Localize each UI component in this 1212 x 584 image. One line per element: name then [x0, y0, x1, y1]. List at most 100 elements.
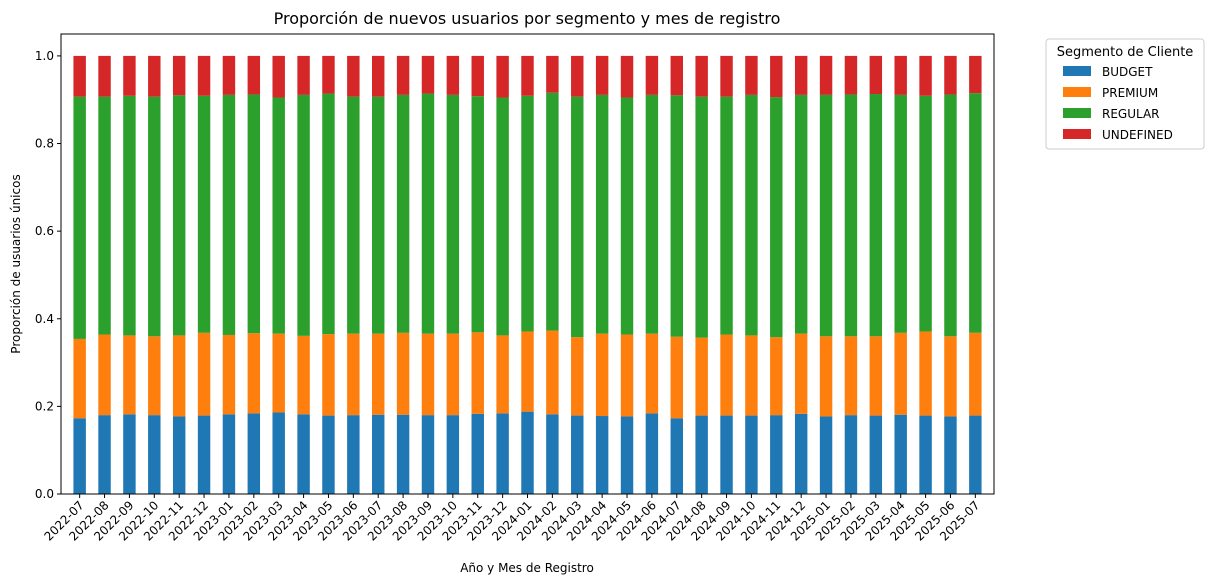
bar-regular-2022-12	[197, 95, 211, 333]
bar-premium-2023-02	[247, 333, 261, 414]
bar-undefined-2022-11	[172, 55, 186, 96]
bar-budget-2023-11	[471, 413, 484, 494]
bar-premium-2023-05	[322, 334, 335, 416]
bar-regular-2022-07	[73, 96, 86, 339]
bar-budget-2022-12	[197, 415, 211, 494]
bar-premium-2024-01	[521, 331, 534, 412]
bar-premium-2022-07	[73, 338, 86, 419]
bar-premium-2024-06	[645, 333, 659, 414]
bar-premium-2024-05	[620, 334, 634, 417]
bar-undefined-2022-12	[197, 55, 211, 96]
bar-budget-2024-08	[695, 415, 708, 494]
bar-regular-2022-11	[172, 95, 186, 336]
bar-regular-2024-08	[695, 96, 708, 338]
bar-premium-2023-07	[372, 333, 385, 415]
bar-premium-2022-11	[172, 335, 186, 417]
bar-undefined-2022-07	[73, 55, 86, 97]
bar-undefined-2024-08	[695, 55, 708, 97]
bar-undefined-2023-12	[496, 55, 509, 98]
bar-budget-2023-06	[347, 415, 360, 494]
bar-regular-2023-03	[272, 97, 285, 334]
bar-undefined-2022-10	[148, 55, 161, 97]
bar-budget-2022-07	[73, 418, 86, 494]
bar-undefined-2024-10	[745, 55, 758, 95]
bar-regular-2024-07	[670, 95, 683, 337]
bar-undefined-2024-09	[720, 55, 733, 97]
bar-undefined-2024-03	[571, 55, 584, 97]
bar-budget-2025-04	[894, 414, 907, 494]
bar-budget-2024-07	[670, 418, 683, 494]
bar-premium-2025-01	[819, 336, 833, 417]
bar-regular-2023-11	[471, 96, 484, 333]
bar-undefined-2025-04	[894, 55, 907, 95]
bar-budget-2023-09	[421, 415, 435, 494]
bar-regular-2025-01	[819, 94, 833, 337]
bar-regular-2023-01	[222, 94, 236, 335]
y-axis-label: Proporción de usuarios únicos	[9, 174, 23, 353]
bar-budget-2023-03	[272, 412, 285, 494]
bar-regular-2024-02	[546, 92, 559, 331]
bar-premium-2022-09	[123, 335, 136, 415]
legend-items: BUDGET PREMIUM REGULAR UNDEFINED	[1063, 65, 1173, 142]
bar-premium-2025-05	[919, 331, 932, 416]
bar-premium-2024-02	[546, 330, 559, 415]
bar-undefined-2025-01	[819, 55, 833, 95]
bar-undefined-2025-07	[969, 55, 982, 94]
legend-title: Segmento de Cliente	[1057, 45, 1194, 60]
bar-premium-2022-12	[197, 332, 211, 416]
bar-regular-2024-05	[620, 97, 634, 335]
bar-premium-2024-10	[745, 335, 758, 416]
bar-undefined-2023-02	[247, 55, 261, 95]
bar-premium-2023-08	[396, 332, 410, 415]
bar-undefined-2024-01	[521, 55, 534, 96]
bar-budget-2024-02	[546, 414, 559, 494]
bar-budget-2023-01	[222, 414, 236, 494]
bar-regular-2022-10	[148, 96, 161, 337]
bar-regular-2025-04	[894, 94, 907, 333]
bar-regular-2023-07	[372, 96, 385, 334]
bar-undefined-2023-06	[347, 55, 360, 97]
bar-undefined-2025-02	[844, 55, 858, 95]
bar-regular-2025-03	[869, 94, 883, 337]
plot-frame	[60, 33, 995, 495]
bar-regular-2024-10	[745, 94, 758, 336]
bar-premium-2024-07	[670, 336, 683, 419]
bar-premium-2024-03	[571, 337, 584, 416]
bar-budget-2024-03	[571, 415, 584, 494]
bar-budget-2022-10	[148, 415, 161, 494]
bar-budget-2025-06	[944, 416, 957, 494]
bar-regular-2022-09	[123, 95, 136, 336]
bar-regular-2024-03	[571, 96, 584, 338]
bar-undefined-2024-05	[620, 55, 634, 98]
bar-undefined-2022-08	[98, 55, 111, 97]
legend-swatch-budget	[1063, 66, 1091, 76]
bar-budget-2025-01	[819, 416, 833, 494]
bar-undefined-2023-04	[297, 55, 310, 95]
bar-regular-2024-04	[595, 94, 609, 334]
legend-label-budget: BUDGET	[1102, 65, 1153, 79]
bar-premium-2024-09	[720, 334, 733, 416]
bar-premium-2022-10	[148, 336, 161, 416]
y-tick-label: 1.0	[35, 49, 54, 63]
bar-budget-2025-07	[969, 415, 982, 494]
bar-regular-2023-05	[322, 93, 335, 335]
bar-budget-2023-04	[297, 414, 310, 494]
bar-undefined-2023-08	[396, 55, 410, 95]
bar-undefined-2024-11	[770, 55, 783, 98]
bar-budget-2025-02	[844, 415, 858, 494]
bar-undefined-2023-10	[446, 55, 460, 95]
bar-undefined-2023-03	[272, 55, 285, 98]
chart-title: Proporción de nuevos usuarios por segmen…	[274, 9, 781, 28]
bar-budget-2024-09	[720, 415, 733, 494]
bar-budget-2023-07	[372, 414, 385, 494]
bar-budget-2023-12	[496, 413, 509, 494]
legend-label-premium: PREMIUM	[1102, 86, 1158, 100]
legend-swatch-undefined	[1063, 129, 1091, 139]
bar-regular-2025-07	[969, 93, 982, 333]
bar-undefined-2023-09	[421, 55, 435, 94]
bar-regular-2023-08	[396, 94, 410, 333]
bar-premium-2023-06	[347, 333, 360, 416]
bar-undefined-2024-12	[794, 55, 808, 95]
bar-premium-2024-12	[794, 333, 808, 414]
y-tick-label: 0.4	[35, 312, 54, 326]
